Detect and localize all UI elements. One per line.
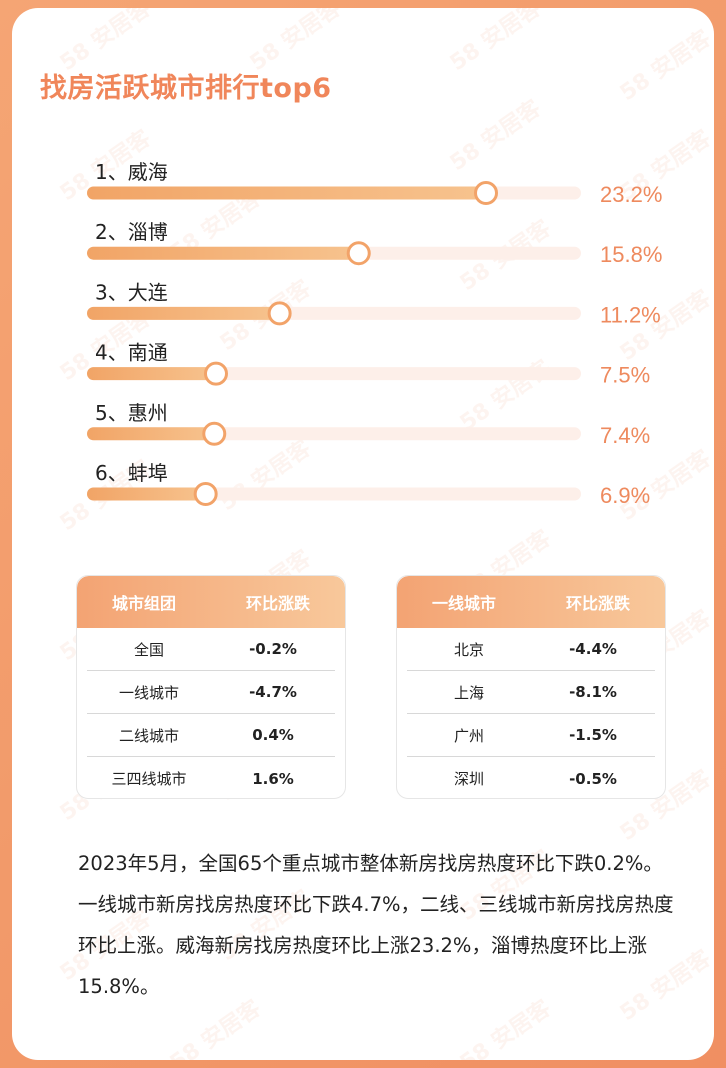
header-change: 环比涨跌 bbox=[245, 594, 310, 613]
row-value: 0.4% bbox=[252, 726, 294, 744]
value-label: 6.9% bbox=[600, 483, 650, 508]
page-title: 找房活跃城市排行top6 bbox=[40, 73, 332, 104]
value-label: 15.8% bbox=[600, 242, 662, 267]
row-value: -8.1% bbox=[569, 683, 617, 701]
summary-text: 2023年5月，全国65个重点城市整体新房找房热度环比下跌0.2%。一线城市新房… bbox=[78, 852, 674, 998]
bar-knob bbox=[193, 482, 218, 506]
ranking-chart: 1、威海 23.2% 2、淄博 15.8% 3、大连 11.2% 4、南通 7.5% 5、惠州 7… bbox=[87, 160, 662, 508]
row-label: 上海 bbox=[453, 683, 484, 702]
value-label: 7.4% bbox=[600, 423, 650, 448]
table-row: 三四线城市 1.6% bbox=[87, 757, 335, 798]
row-label: 一线城市 bbox=[118, 683, 179, 702]
bar bbox=[87, 367, 216, 381]
city-group-table: 城市组团 环比涨跌 全国 -0.2% 一线城市 -4.7% 二线城市 0.4% … bbox=[76, 575, 346, 799]
row-label: 二线城市 bbox=[118, 726, 179, 745]
tier1-city-table: 一线城市 环比涨跌 北京 -4.4% 上海 -8.1% 广州 -1.5% 深圳 … bbox=[396, 575, 666, 799]
value-label: 7.5% bbox=[600, 363, 650, 388]
row-label: 三四线城市 bbox=[111, 770, 187, 788]
category-label: 1、威海 bbox=[95, 160, 168, 184]
bar bbox=[87, 246, 359, 260]
table-row: 全国 -0.2% bbox=[87, 628, 335, 671]
table-row: 上海 -8.1% bbox=[407, 671, 655, 714]
row-label: 北京 bbox=[453, 640, 484, 659]
row-label: 深圳 bbox=[453, 770, 484, 788]
card: 58 安居客 58 安居客 58 安居客 58 安居客 58 安居客 58 安居客 58 安… bbox=[12, 8, 714, 1060]
row-label: 全国 bbox=[133, 640, 164, 659]
row-value: -0.2% bbox=[249, 640, 297, 658]
value-label: 11.2% bbox=[600, 302, 661, 327]
category-label: 2、淄博 bbox=[95, 220, 168, 244]
bar bbox=[87, 427, 215, 441]
header-city-group: 城市组团 bbox=[111, 594, 176, 613]
bar-knob bbox=[203, 361, 228, 386]
table-row: 二线城市 0.4% bbox=[87, 714, 335, 757]
bar-knob bbox=[267, 301, 292, 326]
table-header: 城市组团 环比涨跌 bbox=[77, 576, 345, 628]
bar bbox=[87, 186, 486, 200]
category-label: 5、惠州 bbox=[95, 401, 168, 425]
row-label: 广州 bbox=[453, 726, 484, 745]
row-value: -4.7% bbox=[249, 683, 297, 701]
row-value: -1.5% bbox=[569, 726, 617, 744]
table-row: 广州 -1.5% bbox=[407, 714, 655, 757]
bar-knob bbox=[474, 181, 498, 205]
value-label: 23.2% bbox=[600, 182, 662, 207]
bar bbox=[87, 487, 206, 501]
row-value: -4.4% bbox=[569, 640, 617, 658]
category-label: 6、蚌埠 bbox=[95, 461, 168, 485]
category-label: 4、南通 bbox=[95, 341, 168, 365]
category-label: 3、大连 bbox=[95, 280, 168, 304]
row-value: 1.6% bbox=[252, 769, 294, 788]
row-value: -0.5% bbox=[569, 769, 617, 788]
bar-knob bbox=[202, 421, 227, 446]
bar bbox=[87, 306, 280, 320]
table-row: 一线城市 -4.7% bbox=[87, 671, 335, 714]
table-row: 北京 -4.4% bbox=[407, 628, 655, 671]
bar-knob bbox=[346, 241, 371, 266]
table-row: 深圳 -0.5% bbox=[407, 757, 655, 798]
header-change: 环比涨跌 bbox=[565, 594, 630, 613]
table-header: 一线城市 环比涨跌 bbox=[397, 576, 665, 628]
header-tier1-city: 一线城市 bbox=[431, 594, 496, 613]
